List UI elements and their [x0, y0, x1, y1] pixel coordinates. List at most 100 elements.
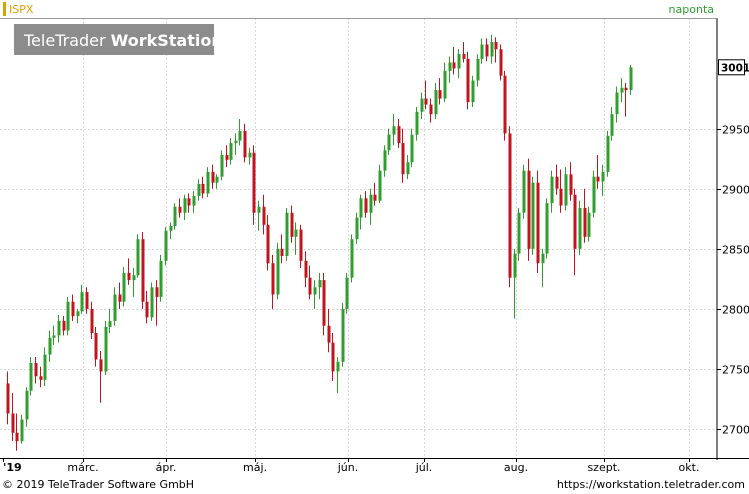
- candle: [229, 138, 233, 165]
- candle: [257, 200, 261, 231]
- candle-body: [601, 171, 605, 182]
- candle-body: [457, 54, 461, 69]
- candle: [206, 167, 210, 198]
- candle: [20, 414, 24, 444]
- candle: [536, 170, 540, 273]
- candle-body: [508, 133, 512, 278]
- candle: [452, 46, 456, 75]
- candle-body: [234, 140, 238, 144]
- candle-body: [285, 212, 289, 257]
- candle: [94, 326, 98, 367]
- candle: [527, 158, 531, 261]
- candle-body: [550, 176, 554, 204]
- candle-body: [48, 337, 52, 355]
- candle: [141, 231, 145, 309]
- candle-body: [480, 44, 484, 59]
- candle-body: [15, 432, 19, 442]
- candle: [318, 272, 322, 300]
- candle-body: [573, 194, 577, 249]
- candle-body: [387, 134, 391, 151]
- candle: [606, 131, 610, 177]
- candle-body: [39, 376, 43, 380]
- candle-body: [471, 80, 475, 103]
- candle: [559, 169, 563, 213]
- candle: [476, 54, 480, 87]
- candle: [601, 164, 605, 196]
- candle-body: [276, 248, 280, 295]
- candle: [448, 56, 452, 83]
- symbol-label[interactable]: ISPX: [9, 3, 34, 16]
- candle-body: [383, 150, 387, 171]
- candle: [564, 167, 568, 211]
- candle-body: [513, 253, 517, 278]
- x-tick-label: jún.: [337, 461, 359, 474]
- x-tick-label: márc.: [67, 461, 98, 474]
- candle-body: [159, 260, 163, 297]
- candle: [378, 164, 382, 204]
- candle-body: [164, 230, 168, 261]
- candle-body: [90, 308, 94, 333]
- watermark-prefix: TeleTrader: [23, 31, 111, 50]
- candle-body: [462, 54, 466, 59]
- candle-body: [108, 320, 112, 327]
- candle: [118, 282, 122, 309]
- candle-body: [313, 287, 317, 295]
- candle-body: [215, 176, 219, 183]
- candle: [71, 294, 75, 321]
- candle-body: [536, 182, 540, 264]
- candle-body: [62, 320, 66, 331]
- candle: [290, 205, 294, 243]
- candle: [336, 357, 340, 394]
- candle-body: [132, 275, 136, 281]
- candle: [596, 155, 600, 189]
- candle-body: [355, 217, 359, 240]
- candle-body: [229, 143, 233, 160]
- candle: [471, 75, 475, 107]
- candle: [624, 82, 628, 117]
- candle-body: [197, 183, 201, 196]
- candle-body: [290, 212, 294, 237]
- candle: [578, 200, 582, 255]
- candle-body: [206, 171, 210, 194]
- candle: [62, 316, 66, 336]
- candle: [573, 188, 577, 276]
- candle-body: [99, 359, 103, 372]
- candle: [438, 78, 442, 105]
- candle-body: [243, 131, 247, 158]
- candle: [252, 145, 256, 225]
- candle: [220, 150, 224, 181]
- footer-url[interactable]: https://workstation.teletrader.com: [556, 478, 745, 491]
- x-axis-ticks: '19 márc. ápr. máj. jún. júl. aug. szept. okt.: [3, 458, 699, 474]
- candle: [238, 118, 242, 146]
- candle: [197, 179, 201, 201]
- candle: [80, 284, 84, 314]
- x-tick-label: '19: [3, 461, 22, 474]
- candle-body: [71, 301, 75, 317]
- candle-body: [596, 176, 600, 182]
- candle-body: [587, 212, 591, 237]
- last-price-label: 3001: [721, 62, 749, 74]
- candle: [155, 280, 159, 326]
- candle: [25, 387, 29, 427]
- candle-body: [192, 195, 196, 206]
- candle-body: [592, 176, 596, 213]
- candle-body: [448, 62, 452, 71]
- candle-body: [248, 152, 252, 158]
- candle-body: [127, 272, 131, 281]
- candle: [262, 194, 266, 235]
- candle-body: [531, 182, 535, 249]
- candle: [517, 207, 521, 261]
- last-price-inner: [719, 60, 744, 75]
- candle: [583, 188, 587, 243]
- interval-label[interactable]: naponta: [669, 3, 714, 16]
- candle: [615, 86, 619, 123]
- candle: [610, 106, 614, 141]
- candle: [215, 174, 219, 189]
- y-tick-label: 2850: [722, 244, 749, 257]
- watermark-text: TeleTrader WorkStation: [23, 31, 223, 50]
- candle: [490, 34, 494, 64]
- candle-body: [66, 301, 70, 331]
- candle: [373, 182, 377, 206]
- candle: [397, 118, 401, 148]
